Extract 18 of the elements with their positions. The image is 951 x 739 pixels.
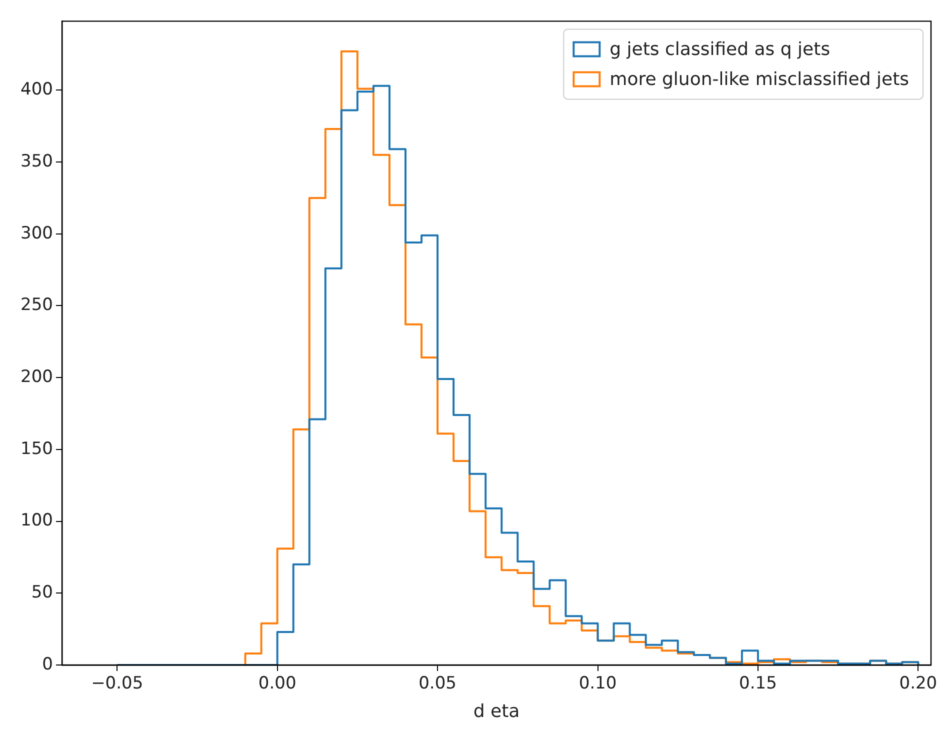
y-tick-label: 200 (20, 367, 53, 388)
x-tick-label: 0.00 (258, 674, 296, 694)
y-tick-label: 0 (42, 654, 53, 674)
y-tick-label: 250 (20, 295, 53, 316)
legend-label: more gluon-like misclassified jets (610, 68, 910, 90)
y-tick-label: 400 (20, 80, 53, 100)
y-tick-label: 100 (20, 510, 53, 531)
x-tick-label: −0.05 (91, 674, 144, 694)
legend-label: g jets classified as q jets (610, 38, 830, 60)
x-axis-title: d eta (473, 700, 520, 722)
x-tick-label: 0.15 (739, 674, 777, 694)
y-tick-label: 150 (20, 438, 53, 459)
x-tick-label: 0.10 (578, 674, 617, 694)
y-tick-label: 50 (31, 582, 53, 603)
y-tick-label: 350 (20, 151, 53, 172)
x-tick-label: 0.20 (899, 674, 938, 694)
x-tick-label: 0.05 (418, 674, 456, 694)
y-tick-label: 300 (20, 223, 53, 244)
